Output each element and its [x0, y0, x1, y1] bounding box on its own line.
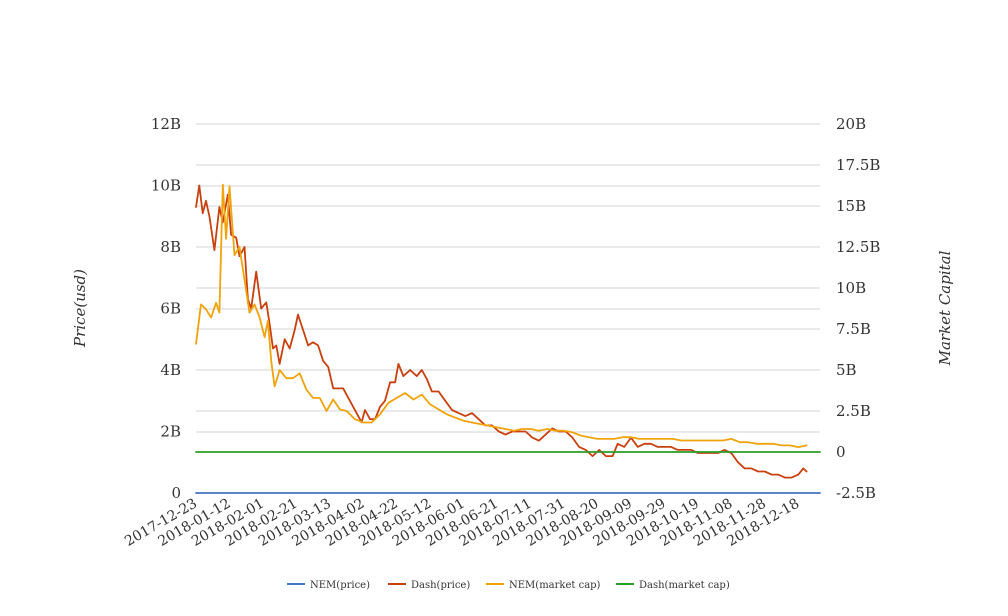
left-tick-label: 12B	[151, 115, 181, 133]
right-tick-label: 0	[836, 443, 846, 461]
left-tick-label: 0	[171, 484, 181, 502]
legend-label: Dash(market cap)	[639, 580, 730, 591]
series-line-nem-market-cap	[195, 183, 808, 449]
legend-label: NEM(price)	[310, 580, 370, 591]
left-axis-ticks: 0 2B 4B 6B 8B 10B 12B	[151, 115, 181, 502]
right-tick-label: 7.5B	[836, 320, 871, 338]
left-tick-label: 2B	[160, 423, 181, 441]
series-line-dash-price	[195, 184, 808, 479]
grid-lines	[196, 123, 820, 494]
right-tick-label: 5B	[836, 361, 857, 379]
legend: NEM(price) Dash(price) NEM(market cap) Dash…	[287, 580, 730, 591]
right-tick-label: -2.5B	[836, 484, 876, 502]
right-tick-label: 2.5B	[836, 402, 871, 420]
left-tick-label: 6B	[160, 300, 181, 318]
legend-label: Dash(price)	[411, 580, 470, 591]
right-axis-title: Market Capital	[936, 250, 954, 366]
left-axis-title: Price(usd)	[71, 269, 89, 348]
left-tick-label: 10B	[151, 177, 181, 195]
left-tick-label: 4B	[160, 361, 181, 379]
legend-label: NEM(market cap)	[509, 580, 601, 591]
right-tick-label: 12.5B	[836, 238, 880, 256]
right-tick-label: 15B	[836, 197, 866, 215]
series-lines	[195, 183, 821, 494]
right-tick-label: 10B	[836, 279, 866, 297]
right-axis-ticks: -2.5B 0 2.5B 5B 7.5B 10B 12.5B 15B 17.5B 20B	[836, 115, 880, 502]
right-tick-label: 20B	[836, 115, 866, 133]
right-tick-label: 17.5B	[836, 156, 880, 174]
left-tick-label: 8B	[160, 238, 181, 256]
x-axis-ticks: 2017-12-232018-01-122018-02-012018-02-21…	[122, 496, 802, 550]
